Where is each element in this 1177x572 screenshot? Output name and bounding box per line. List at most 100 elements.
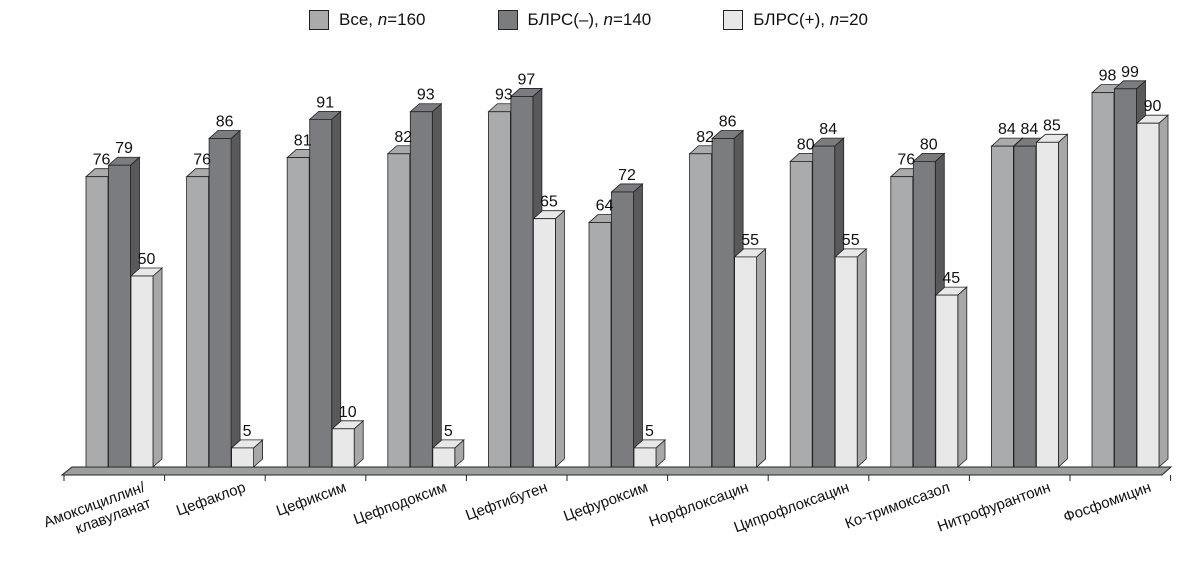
data-label: 76	[897, 152, 915, 169]
x-tick-label: Ципрофлоксацин	[732, 479, 852, 536]
x-tick-label: Цефуроксим	[561, 479, 650, 525]
bar-front	[1114, 88, 1137, 468]
bar-side	[856, 248, 867, 468]
legend-swatch-esbl-positive	[723, 10, 744, 30]
data-label: 55	[842, 232, 860, 249]
data-label: 5	[243, 423, 252, 440]
bar-side	[633, 183, 643, 468]
data-label: 45	[942, 270, 960, 287]
data-label: 76	[93, 152, 111, 169]
bar-esbl-positive	[230, 439, 264, 468]
bar-esbl-positive	[331, 419, 365, 468]
data-label: 5	[444, 423, 453, 440]
bar-front	[231, 447, 255, 468]
data-label: 90	[1144, 98, 1162, 115]
data-label: 84	[998, 121, 1016, 138]
bar-front	[912, 160, 936, 468]
legend-item-all: Все, n=160	[309, 10, 426, 30]
bar-front	[108, 164, 131, 468]
data-label: 91	[316, 94, 334, 111]
x-tick-label: Цефиксим	[274, 479, 349, 520]
legend-swatch-esbl-negative	[497, 10, 518, 30]
bar-front	[286, 157, 310, 468]
data-label: 93	[417, 87, 435, 104]
bar-front	[186, 176, 210, 468]
data-label: 99	[1121, 64, 1139, 81]
bar-esbl-positive	[532, 209, 566, 468]
data-label: 81	[294, 133, 312, 150]
bar-front	[130, 275, 154, 468]
bar-front	[1091, 92, 1115, 468]
bar-front	[834, 256, 858, 468]
data-label: 85	[1043, 117, 1061, 134]
bar-front	[208, 138, 232, 468]
legend-item-esbl-positive: БЛРС(+), n=20	[723, 10, 868, 30]
bar-front	[1036, 141, 1059, 468]
bar-front	[812, 145, 836, 468]
bar-front	[633, 447, 657, 468]
bar-side	[1058, 133, 1068, 468]
data-label: 80	[797, 136, 815, 153]
data-label: 82	[696, 129, 714, 146]
bar-esbl-positive	[834, 248, 868, 468]
data-label: 65	[540, 194, 558, 211]
legend-label-esbl-positive: БЛРС(+), n=20	[753, 10, 868, 29]
bar-front	[387, 153, 411, 468]
data-label: 79	[115, 140, 133, 157]
bar-esbl-positive	[431, 439, 465, 468]
bar-side	[555, 209, 565, 468]
bar-front	[309, 118, 333, 468]
x-tick-label: Амоксициллин/клавуланат	[41, 479, 154, 548]
data-label: 84	[819, 121, 837, 138]
legend-label-all: Все, n=160	[339, 10, 426, 29]
x-tick-label: Ко-тримоксазол	[843, 479, 952, 533]
bar-front	[789, 160, 813, 468]
x-tick-label: Нитрофурантоин	[935, 479, 1053, 536]
floor-plane	[60, 466, 1173, 476]
bar-esbl-negative	[409, 102, 443, 468]
data-label: 80	[920, 136, 938, 153]
x-tick-label: Цефтибутен	[463, 479, 549, 524]
category-labels-group: Амоксициллин/клавуланат Цефаклор Цефиксим Ц…	[41, 479, 1153, 548]
bar-front	[432, 447, 456, 468]
bar-front	[588, 222, 612, 468]
data-label: 76	[193, 152, 211, 169]
chart-floor	[60, 466, 1173, 481]
bar-side	[230, 129, 241, 468]
bar-esbl-negative	[610, 183, 644, 468]
x-tick-label: Цефподоксим	[351, 479, 449, 528]
bar-side	[152, 267, 163, 468]
bar-esbl-negative	[208, 129, 242, 468]
bar-front	[510, 96, 534, 468]
bar-front	[409, 111, 433, 468]
bar-side	[957, 286, 968, 468]
bar-front	[533, 218, 556, 468]
data-label: 5	[645, 423, 654, 440]
bar-esbl-positive	[1135, 114, 1170, 468]
bar-front	[689, 153, 712, 468]
data-label: 86	[719, 113, 737, 130]
bar-side	[431, 102, 442, 468]
data-label: 55	[741, 232, 759, 249]
x-tick-label: Фосфомицин	[1061, 479, 1153, 526]
legend-item-esbl-negative: БЛРС(–), n=140	[497, 10, 651, 30]
bar-esbl-positive	[934, 286, 968, 468]
data-label: 82	[394, 129, 412, 146]
bar-side	[1158, 114, 1169, 468]
data-label: 64	[596, 198, 614, 215]
bar-front	[890, 176, 914, 468]
bars-group	[84, 79, 1170, 468]
chart-legend: Все, n=160 БЛРС(–), n=140 БЛРС(+), n=20	[0, 10, 1177, 30]
bar-front	[611, 191, 634, 468]
bar-front	[991, 145, 1014, 468]
data-label: 97	[518, 71, 536, 88]
bar-front	[1013, 145, 1037, 468]
bar-side	[756, 248, 766, 468]
data-label: 72	[618, 167, 636, 184]
bar-esbl-positive	[733, 248, 767, 468]
data-label: 93	[495, 87, 513, 104]
bar-front	[935, 294, 959, 468]
data-label: 86	[216, 113, 234, 130]
